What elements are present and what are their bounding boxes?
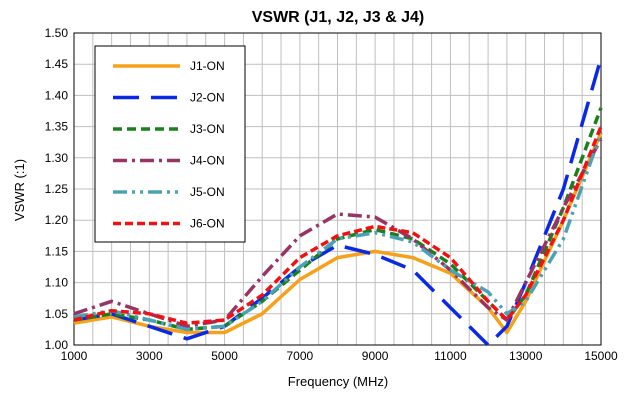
y-tick-label: 1.20 (45, 213, 69, 227)
series-line-j4-on (73, 138, 603, 329)
y-tick-label: 1.05 (45, 307, 69, 321)
legend-label: J5-ON (190, 185, 225, 199)
y-tick-label: 1.30 (45, 151, 69, 165)
x-tick-label: 9000 (362, 349, 389, 363)
series-line-j1-on (73, 132, 603, 335)
x-tick-label: 13000 (509, 349, 543, 363)
x-tick-label: 15000 (584, 349, 618, 363)
y-tick-label: 1.00 (45, 338, 69, 352)
x-tick-label: 5000 (211, 349, 238, 363)
x-axis-label: Frequency (MHz) (288, 374, 388, 389)
legend-label: J2-ON (190, 91, 225, 105)
x-tick-label: 11000 (434, 349, 467, 363)
legend-label: J4-ON (190, 154, 225, 168)
x-tick-label: 3000 (136, 349, 163, 363)
x-tick-label: 7000 (287, 349, 314, 363)
y-tick-label: 1.10 (45, 276, 69, 290)
y-axis-label: VSWR (:1) (12, 159, 27, 221)
legend-label: J1-ON (190, 59, 225, 73)
legend-box (94, 45, 246, 243)
series-line-j6-on (73, 125, 603, 325)
chart-title: VSWR (J1, J2, J3 & J4) (252, 9, 425, 26)
series-line-j2-on (73, 57, 603, 347)
legend-label: J6-ON (190, 217, 225, 231)
y-tick-label: 1.50 (45, 26, 69, 40)
x-tick-label: 1000 (61, 349, 88, 363)
y-tick-label: 1.45 (45, 57, 69, 71)
plot-area (73, 32, 602, 346)
y-tick-label: 1.25 (45, 182, 69, 196)
y-tick-label: 1.15 (45, 244, 69, 258)
y-tick-label: 1.35 (45, 120, 69, 134)
legend-label: J3-ON (190, 122, 225, 136)
tick-labels: 1000 3000 5000 7000 9000 11000 13000 15000 1.00 1… (45, 26, 618, 363)
legend: J1-ON J2-ON J3-ON J4-ON J5-ON J6-ON (94, 45, 246, 243)
series-line-j5-on (73, 132, 603, 332)
series-layer (73, 57, 603, 347)
y-tick-label: 1.40 (45, 88, 69, 102)
